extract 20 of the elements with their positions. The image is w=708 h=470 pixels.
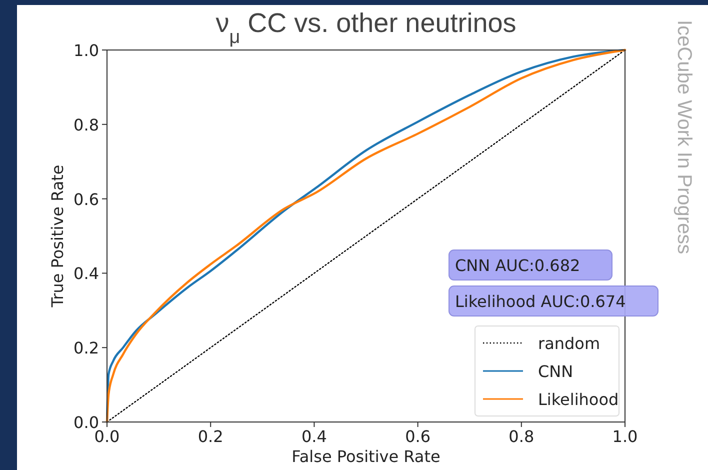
legend-label: CNN: [538, 362, 574, 381]
y-tick-label: 0.6: [74, 190, 99, 209]
y-tick-label: 0.2: [74, 338, 99, 358]
x-tick-label: 0.6: [405, 427, 431, 446]
legend-label: random: [538, 334, 600, 353]
y-tick-label: 1.0: [74, 41, 99, 60]
x-tick-label: 0.8: [508, 427, 534, 446]
annotation: CNN AUC:0.682: [455, 256, 580, 275]
x-tick-label: 1.0: [612, 427, 638, 446]
y-axis-title: True Positive Rate: [48, 164, 67, 308]
x-tick-label: 0.4: [301, 427, 327, 446]
y-tick-label: 0.8: [74, 115, 99, 134]
x-axis-title: False Positive Rate: [292, 447, 440, 466]
x-tick-label: 0.2: [198, 427, 224, 446]
x-tick-label: 0.0: [94, 427, 120, 446]
text: IceCube Work In Progress: [673, 20, 695, 254]
legend-label: Likelihood: [538, 390, 619, 409]
y-tick-label: 0.4: [74, 264, 99, 284]
chart-title: ν$_{μ}$ CC vs. other neutrinos: [216, 8, 516, 48]
annotation: Likelihood AUC:0.674: [455, 292, 626, 311]
